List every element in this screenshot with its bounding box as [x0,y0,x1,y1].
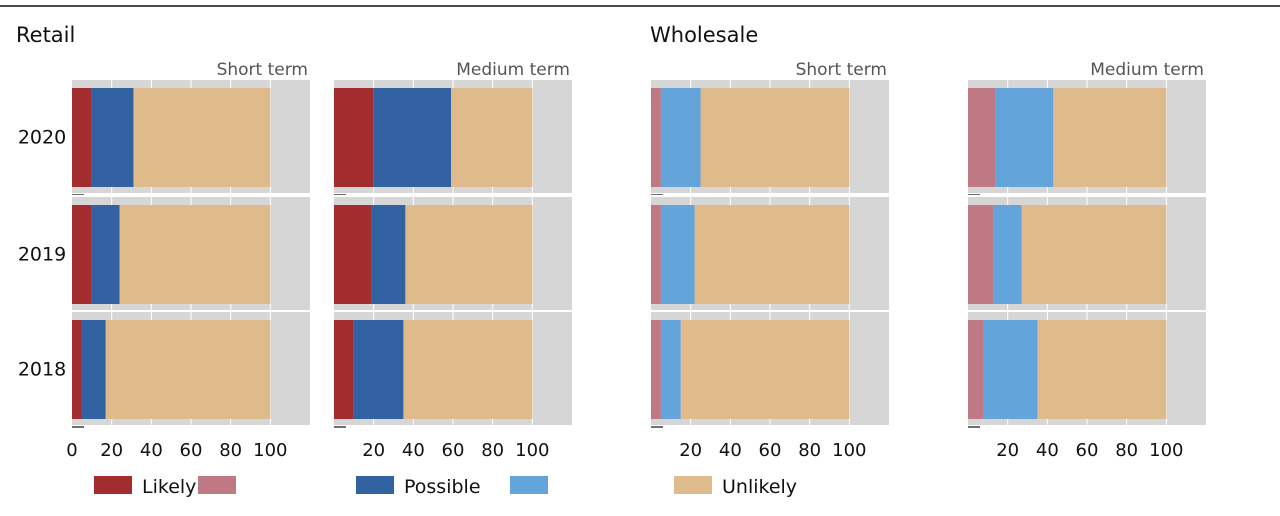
bar-segment-unlikely-2020 [700,88,850,187]
bar-segment-retail_possible-2019 [371,205,406,304]
x-tick-label: 20 [679,440,702,461]
bar-segment-unlikely-2019 [694,205,850,304]
bar-segment-wholesale_likely-2020 [968,88,996,187]
bar-segment-wholesale_possible-2018 [660,320,681,419]
x-tick-label: 60 [759,440,782,461]
year-label-2019: 2019 [18,244,66,266]
x-tick-label: 80 [1115,440,1138,461]
group-title-wholesale: Wholesale [650,23,758,47]
x-tick-label: 40 [140,440,163,461]
bar-segment-unlikely-2018 [1037,320,1167,419]
panel-subtitle: Short term [217,60,308,80]
bar-segment-retail_possible-2018 [353,320,404,419]
legend-swatch-wholesale_possible [510,476,548,494]
legend-swatch-unlikely [674,476,712,494]
bar-segment-unlikely-2018 [105,320,271,419]
x-tick-label: 40 [1036,440,1059,461]
x-tick-label: 0 [66,440,77,461]
bar-segment-unlikely-2020 [1053,88,1167,187]
x-tick-label: 60 [1076,440,1099,461]
bar-segment-unlikely-2020 [133,88,271,187]
bar-segment-wholesale_possible-2019 [993,205,1022,304]
panel-retail-short-term: Short term 0 20 40 60 80 100 [66,60,310,461]
bar-segment-retail_likely-2018 [334,320,354,419]
bar-segment-unlikely-2019 [1021,205,1167,304]
legend-swatch-retail_likely [94,476,132,494]
legend-swatch-retail_possible [356,476,394,494]
x-tick-label: 20 [996,440,1019,461]
x-tick-label: 100 [1149,440,1183,461]
panel-subtitle: Medium term [1090,60,1204,80]
x-tick-label: 60 [442,440,465,461]
bar-segment-retail_possible-2019 [91,205,120,304]
bar-segment-retail_likely-2020 [72,88,92,187]
bar-segment-unlikely-2018 [680,320,850,419]
bar-segment-retail_possible-2020 [91,88,134,187]
bar-segment-wholesale_likely-2018 [651,320,661,419]
x-tick-label: 80 [481,440,504,461]
bar-segment-retail_possible-2018 [81,320,106,419]
bar-segment-wholesale_possible-2018 [983,320,1038,419]
x-tick-label: 20 [362,440,385,461]
bar-segment-wholesale_likely-2019 [968,205,994,304]
legend-label-likely: Likely [142,476,196,498]
bar-segment-wholesale_likely-2019 [651,205,661,304]
bar-segment-wholesale_possible-2020 [660,88,701,187]
x-tick-label: 100 [515,440,549,461]
panel-wholesale-short-term: Short term 20 40 60 80 100 [651,60,889,461]
x-tick-label: 80 [219,440,242,461]
bar-segment-unlikely-2018 [403,320,533,419]
x-tick-label: 60 [180,440,203,461]
bar-segment-wholesale_likely-2018 [968,320,984,419]
group-title-retail: Retail [16,23,75,47]
x-tick-label: 20 [100,440,123,461]
bar-segment-unlikely-2019 [405,205,533,304]
bar-segment-retail_possible-2020 [373,88,452,187]
panel-wholesale-medium-term: Medium term 20 40 60 80 100 [968,60,1206,461]
bar-segment-retail_likely-2018 [72,320,82,419]
bar-segment-retail_likely-2019 [72,205,92,304]
legend-label-unlikely: Unlikely [722,476,797,498]
year-label-2018: 2018 [18,359,66,381]
bar-segment-unlikely-2020 [451,88,533,187]
legend-label-possible: Possible [404,476,481,498]
panel-subtitle: Medium term [456,60,570,80]
x-tick-label: 40 [402,440,425,461]
year-label-2020: 2020 [18,127,66,149]
x-tick-label: 40 [719,440,742,461]
panel-subtitle: Short term [796,60,887,80]
legend-swatch-wholesale_likely [198,476,236,494]
bar-segment-wholesale_possible-2019 [660,205,695,304]
bar-segment-retail_likely-2020 [334,88,374,187]
bar-segment-wholesale_likely-2020 [651,88,661,187]
bar-segment-retail_likely-2019 [334,205,372,304]
bar-segment-wholesale_possible-2020 [995,88,1054,187]
x-tick-label: 80 [798,440,821,461]
bar-segment-unlikely-2019 [119,205,271,304]
x-tick-label: 100 [832,440,866,461]
panel-retail-medium-term: Medium term 20 40 60 80 100 [334,60,572,461]
x-tick-label: 100 [253,440,287,461]
